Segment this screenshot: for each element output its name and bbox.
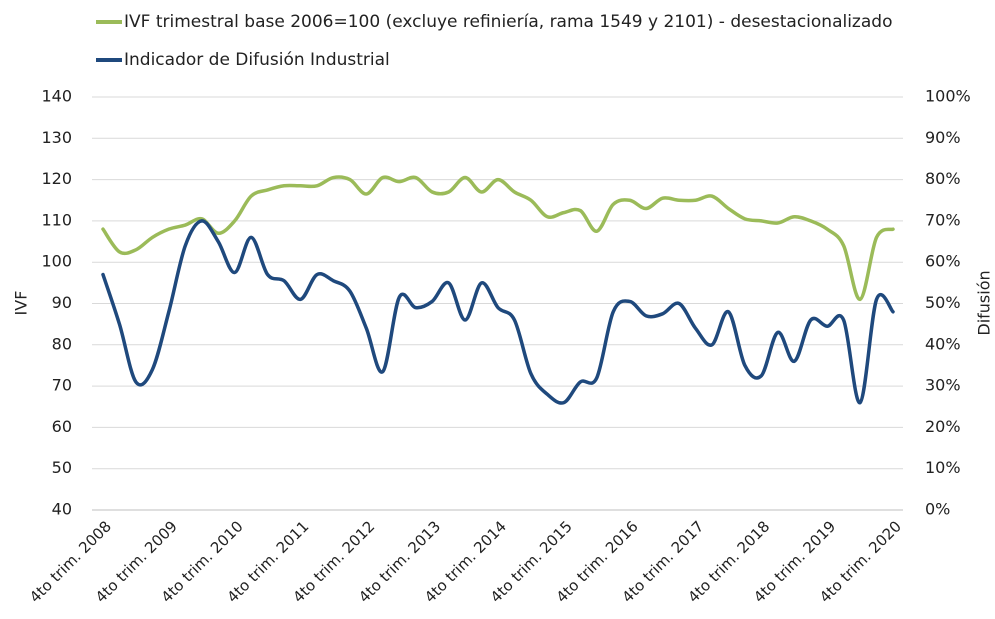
y-tick-label: 110 — [41, 210, 72, 229]
y-tick-label: 100 — [41, 252, 72, 271]
y2-tick-label: 60% — [925, 252, 961, 271]
y2-tick-label: 100% — [925, 87, 971, 106]
y-tick-label: 120 — [41, 169, 72, 188]
legend-label: Indicador de Difusión Industrial — [124, 50, 390, 70]
y-tick-label: 90 — [52, 293, 72, 312]
y2-axis-label: Difusión — [975, 270, 994, 335]
y2-tick-label: 0% — [925, 500, 950, 519]
y-tick-label: 70 — [52, 376, 72, 395]
y2-tick-label: 70% — [925, 210, 961, 229]
y2-tick-label: 80% — [925, 169, 961, 188]
y-tick-label: 130 — [41, 128, 72, 147]
y-tick-label: 60 — [52, 417, 72, 436]
y-tick-label: 40 — [52, 500, 72, 519]
y2-tick-label: 40% — [925, 334, 961, 353]
legend-label: IVF trimestral base 2006=100 (excluye re… — [124, 12, 892, 32]
y-axis-label: IVF — [12, 291, 31, 316]
y-tick-label: 50 — [52, 458, 72, 477]
y2-tick-label: 90% — [925, 128, 961, 147]
y2-tick-label: 30% — [925, 376, 961, 395]
y2-tick-label: 50% — [925, 293, 961, 312]
series-line — [101, 175, 895, 302]
y-tick-label: 140 — [41, 87, 72, 106]
y2-tick-label: 20% — [925, 417, 961, 436]
y2-tick-label: 10% — [925, 458, 961, 477]
series-line — [101, 219, 895, 405]
y-tick-label: 80 — [52, 334, 72, 353]
